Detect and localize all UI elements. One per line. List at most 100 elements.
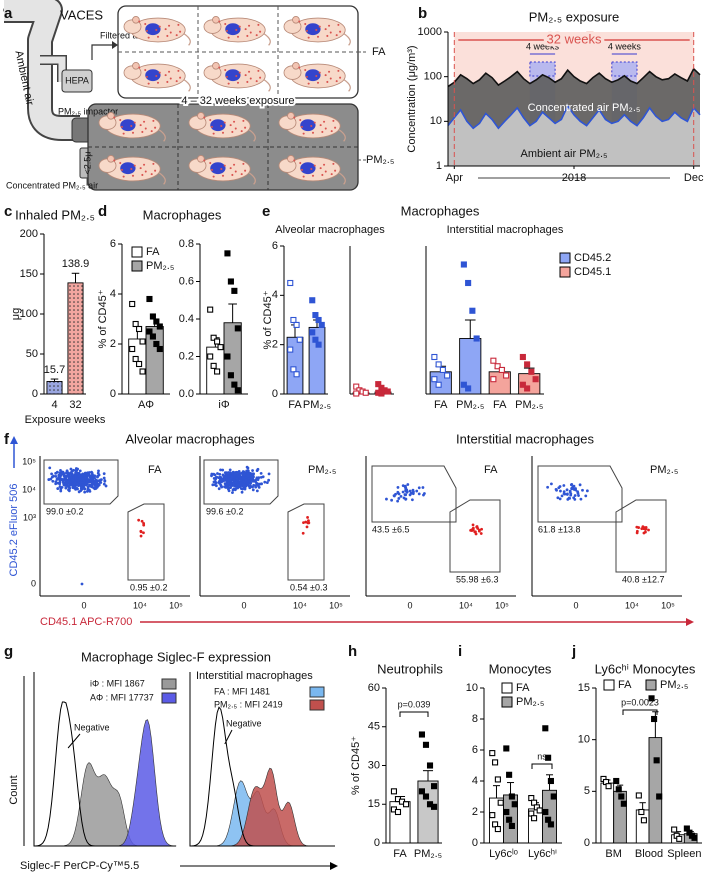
cell-dot <box>476 527 480 530</box>
cell-dot <box>97 469 100 473</box>
data-point <box>309 329 316 336</box>
cell-dot <box>644 525 648 529</box>
cell-dot <box>642 526 646 530</box>
data-point <box>146 328 153 335</box>
y-tick-label: 100 <box>20 308 38 320</box>
cell-dot <box>404 497 408 501</box>
particle <box>154 126 157 129</box>
x-tick-label: FA <box>288 399 302 411</box>
x-tick-label: iΦ <box>218 399 229 411</box>
data-point <box>508 793 515 800</box>
mouse-tail <box>338 128 346 142</box>
hist-legend-label: iΦ : MFI 1867 <box>90 678 145 688</box>
cell-dot <box>307 521 311 525</box>
y-axis-label: μg <box>10 308 22 320</box>
cell-dot <box>401 490 405 494</box>
particle <box>305 29 308 32</box>
data-point <box>503 808 510 816</box>
cell-dot <box>228 468 232 472</box>
data-point <box>234 387 241 394</box>
cell-dot <box>55 477 59 481</box>
particle <box>168 70 171 73</box>
particle <box>240 130 243 133</box>
data-point <box>489 750 496 757</box>
y-tick-label: 0 <box>472 837 478 849</box>
particle <box>229 124 232 127</box>
cell-dot <box>239 481 242 485</box>
particle <box>138 66 141 69</box>
arrowhead <box>330 862 338 870</box>
cell-dot <box>247 484 251 488</box>
bar <box>46 380 63 395</box>
legend-swatch <box>559 266 571 278</box>
gate-label: 99.6 ±0.2 <box>206 506 243 516</box>
data-point <box>149 313 156 320</box>
cell-dot <box>471 523 475 527</box>
hist-legend-label: AΦ : MFI 17737 <box>90 692 154 702</box>
particle <box>323 163 326 166</box>
mouse-lung <box>210 119 226 132</box>
cell-dot <box>397 497 401 500</box>
mouse-lung <box>300 119 316 132</box>
particle <box>150 173 153 176</box>
mouse-tail <box>248 171 256 185</box>
span-label: 32 weeks <box>547 31 602 46</box>
cell-dot <box>396 490 400 494</box>
cell-dot <box>227 474 230 478</box>
cell-dot <box>245 469 249 473</box>
particle <box>224 23 227 26</box>
group-title: Macrophages <box>401 203 480 218</box>
data-point <box>435 361 442 368</box>
particle <box>335 34 338 37</box>
particle <box>177 23 180 26</box>
particle <box>225 75 228 78</box>
data-point <box>129 345 136 353</box>
y-tick-label: 0.2 <box>179 350 194 362</box>
cell-dot <box>86 473 90 477</box>
cell-dot <box>52 474 55 478</box>
cell-dot <box>565 488 569 492</box>
particle <box>244 74 247 77</box>
annotation: p=0.0023 <box>621 697 659 707</box>
bar <box>286 336 304 395</box>
legend-swatch <box>559 252 571 264</box>
cell-dot <box>99 478 102 482</box>
particle <box>223 121 226 124</box>
cell-dot <box>572 496 576 500</box>
chart-title: Ly6cʰⁱ Monocytes <box>595 661 696 676</box>
x-tick-label: BM <box>605 848 622 860</box>
cell-dot <box>256 478 260 482</box>
cell-dot <box>250 475 254 479</box>
cell-dot <box>90 477 94 480</box>
cell-dot <box>84 476 88 480</box>
bracket <box>399 711 429 717</box>
particle <box>122 132 125 135</box>
arrowhead <box>10 436 18 444</box>
area <box>448 106 700 166</box>
x-tick-label: PM₂.₅ <box>456 399 484 411</box>
histogram <box>190 767 335 847</box>
mouse-tail <box>263 32 271 46</box>
data-point <box>287 346 294 353</box>
cell-dot <box>405 490 409 494</box>
cell-dot <box>255 489 259 493</box>
y-tick-label: 0 <box>32 388 38 400</box>
data-point <box>638 808 645 816</box>
histogram-negative <box>33 701 176 847</box>
cell-dot <box>233 472 237 476</box>
particle <box>175 34 178 37</box>
hist-title: Macrophage Siglec-F expression <box>81 649 271 664</box>
cell-dot <box>232 483 236 487</box>
data-point <box>384 388 391 395</box>
cell-dot <box>243 471 247 475</box>
cell-dot <box>70 469 74 473</box>
particle <box>304 23 307 26</box>
cell-dot <box>75 482 79 486</box>
particle <box>330 130 333 133</box>
value-label: 138.9 <box>62 258 90 270</box>
particle <box>248 24 251 27</box>
particle <box>326 34 329 37</box>
mouse <box>278 154 346 185</box>
x-tick-label: FA <box>434 399 448 411</box>
cell-dot <box>66 471 70 475</box>
